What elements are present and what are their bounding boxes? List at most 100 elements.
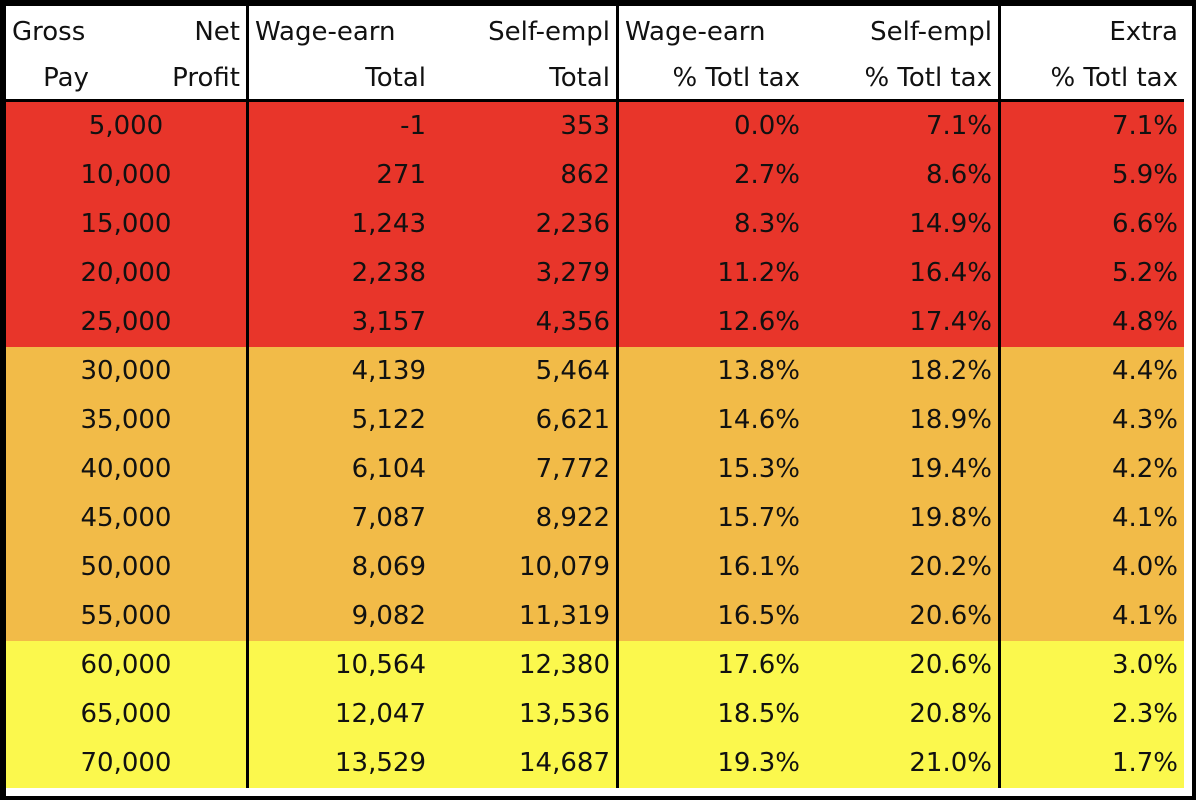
- cell-wage-earn-pct[interactable]: 15.7%: [616, 494, 806, 543]
- cell-wage-earn-pct[interactable]: 13.8%: [616, 347, 806, 396]
- cell-extra-pct[interactable]: 7.1%: [998, 102, 1184, 151]
- cell-gross-pay[interactable]: 40,000: [6, 445, 246, 494]
- cell-wage-earn-pct[interactable]: 16.5%: [616, 592, 806, 641]
- cell-self-empl-pct[interactable]: 18.2%: [806, 347, 998, 396]
- cell-wage-earn-total[interactable]: 9,082: [246, 592, 432, 641]
- cell-self-empl-total[interactable]: 2,236: [432, 200, 616, 249]
- cell-self-empl-total[interactable]: 14,687: [432, 739, 616, 788]
- cell-gross-pay[interactable]: 15,000: [6, 200, 246, 249]
- cell-gross-pay[interactable]: 55,000: [6, 592, 246, 641]
- cell-wage-earn-pct[interactable]: 2.7%: [616, 151, 806, 200]
- cell-gross-pay[interactable]: 70,000: [6, 739, 246, 788]
- cell-wage-earn-total[interactable]: -1: [246, 102, 432, 151]
- cell-extra-pct[interactable]: 1.7%: [998, 739, 1184, 788]
- cell-wage-earn-pct[interactable]: 0.0%: [616, 102, 806, 151]
- cell-self-empl-pct[interactable]: 20.2%: [806, 543, 998, 592]
- cell-wage-earn-pct[interactable]: 8.3%: [616, 200, 806, 249]
- cell-wage-earn-pct[interactable]: 16.1%: [616, 543, 806, 592]
- cell-self-empl-total[interactable]: 7,772: [432, 445, 616, 494]
- cell-gross-pay[interactable]: 60,000: [6, 641, 246, 690]
- cell-wage-earn-total[interactable]: 6,104: [246, 445, 432, 494]
- cell-self-empl-pct[interactable]: 19.4%: [806, 445, 998, 494]
- cell-wage-earn-total[interactable]: 8,069: [246, 543, 432, 592]
- cell-self-empl-pct[interactable]: 20.6%: [806, 641, 998, 690]
- cell-self-empl-pct[interactable]: 18.9%: [806, 396, 998, 445]
- cell-self-empl-total[interactable]: 13,536: [432, 690, 616, 739]
- cell-self-empl-pct[interactable]: 14.9%: [806, 200, 998, 249]
- cell-self-empl-total[interactable]: 353: [432, 102, 616, 151]
- cell-gross-pay[interactable]: 50,000: [6, 543, 246, 592]
- cell-self-empl-total[interactable]: 3,279: [432, 249, 616, 298]
- cell-wage-earn-total[interactable]: 12,047: [246, 690, 432, 739]
- cell-extra-pct[interactable]: 2.3%: [998, 690, 1184, 739]
- cell-wage-earn-total[interactable]: 10,564: [246, 641, 432, 690]
- cell-extra-pct[interactable]: 3.0%: [998, 641, 1184, 690]
- cell-extra-pct[interactable]: 4.0%: [998, 543, 1184, 592]
- cell-self-empl-total[interactable]: 4,356: [432, 298, 616, 347]
- cell-extra-pct[interactable]: 4.8%: [998, 298, 1184, 347]
- cell-wage-earn-total[interactable]: 2,238: [246, 249, 432, 298]
- cell-self-empl-pct[interactable]: 21.0%: [806, 739, 998, 788]
- cell-gross-pay[interactable]: 20,000: [6, 249, 246, 298]
- cell-self-empl-total[interactable]: 862: [432, 151, 616, 200]
- cell-extra-pct[interactable]: 4.1%: [998, 494, 1184, 543]
- cell-gross-pay[interactable]: 30,000: [6, 347, 246, 396]
- cell-gross-pay[interactable]: 35,000: [6, 396, 246, 445]
- cell-self-empl-total[interactable]: 10,079: [432, 543, 616, 592]
- cell-self-empl-total[interactable]: 6,621: [432, 396, 616, 445]
- cell-extra-pct[interactable]: 4.3%: [998, 396, 1184, 445]
- cell-wage-earn-pct[interactable]: 12.6%: [616, 298, 806, 347]
- tax-comparison-table: Gross Net Wage-earn Self-empl Wage-earn …: [6, 6, 1192, 788]
- header-wage-earn-pct[interactable]: Wage-earn: [616, 6, 806, 54]
- cell-wage-earn-pct[interactable]: 18.5%: [616, 690, 806, 739]
- header-gross[interactable]: Gross: [6, 6, 126, 54]
- header-net[interactable]: Net: [126, 6, 246, 54]
- cell-wage-earn-total[interactable]: 4,139: [246, 347, 432, 396]
- cell-self-empl-pct[interactable]: 20.8%: [806, 690, 998, 739]
- header-profit[interactable]: Profit: [126, 54, 246, 102]
- header-extra-pct-sub[interactable]: % Totl tax: [998, 54, 1184, 102]
- header-pay[interactable]: Pay: [6, 54, 126, 102]
- spreadsheet: Gross Net Wage-earn Self-empl Wage-earn …: [6, 6, 1192, 796]
- cell-self-empl-total[interactable]: 8,922: [432, 494, 616, 543]
- cell-self-empl-total[interactable]: 11,319: [432, 592, 616, 641]
- cell-extra-pct[interactable]: 4.2%: [998, 445, 1184, 494]
- cell-self-empl-total[interactable]: 12,380: [432, 641, 616, 690]
- cell-wage-earn-pct[interactable]: 17.6%: [616, 641, 806, 690]
- cell-wage-earn-total[interactable]: 7,087: [246, 494, 432, 543]
- cell-self-empl-total[interactable]: 5,464: [432, 347, 616, 396]
- cell-extra-pct[interactable]: 4.1%: [998, 592, 1184, 641]
- header-self-empl-pct[interactable]: Self-empl: [806, 6, 998, 54]
- cell-wage-earn-pct[interactable]: 14.6%: [616, 396, 806, 445]
- cell-gross-pay[interactable]: 45,000: [6, 494, 246, 543]
- cell-wage-earn-total[interactable]: 13,529: [246, 739, 432, 788]
- cell-wage-earn-total[interactable]: 1,243: [246, 200, 432, 249]
- cell-self-empl-pct[interactable]: 16.4%: [806, 249, 998, 298]
- cell-gross-pay[interactable]: 10,000: [6, 151, 246, 200]
- cell-gross-pay[interactable]: 25,000: [6, 298, 246, 347]
- header-self-empl-pct-sub[interactable]: % Totl tax: [806, 54, 998, 102]
- cell-gross-pay[interactable]: 65,000: [6, 690, 246, 739]
- header-extra-pct[interactable]: Extra: [998, 6, 1184, 54]
- cell-self-empl-pct[interactable]: 20.6%: [806, 592, 998, 641]
- header-self-empl-total[interactable]: Self-empl: [432, 6, 616, 54]
- cell-gross-pay[interactable]: 5,000: [6, 102, 246, 151]
- cell-self-empl-pct[interactable]: 8.6%: [806, 151, 998, 200]
- cell-wage-earn-pct[interactable]: 15.3%: [616, 445, 806, 494]
- cell-self-empl-pct[interactable]: 17.4%: [806, 298, 998, 347]
- header-wage-earn-total-sub[interactable]: Total: [246, 54, 432, 102]
- header-self-empl-total-sub[interactable]: Total: [432, 54, 616, 102]
- cell-wage-earn-pct[interactable]: 19.3%: [616, 739, 806, 788]
- cell-self-empl-pct[interactable]: 19.8%: [806, 494, 998, 543]
- cell-extra-pct[interactable]: 6.6%: [998, 200, 1184, 249]
- cell-extra-pct[interactable]: 5.9%: [998, 151, 1184, 200]
- cell-extra-pct[interactable]: 5.2%: [998, 249, 1184, 298]
- cell-extra-pct[interactable]: 4.4%: [998, 347, 1184, 396]
- header-wage-earn-pct-sub[interactable]: % Totl tax: [616, 54, 806, 102]
- cell-self-empl-pct[interactable]: 7.1%: [806, 102, 998, 151]
- cell-wage-earn-pct[interactable]: 11.2%: [616, 249, 806, 298]
- cell-wage-earn-total[interactable]: 5,122: [246, 396, 432, 445]
- header-wage-earn-total[interactable]: Wage-earn: [246, 6, 432, 54]
- cell-wage-earn-total[interactable]: 3,157: [246, 298, 432, 347]
- cell-wage-earn-total[interactable]: 271: [246, 151, 432, 200]
